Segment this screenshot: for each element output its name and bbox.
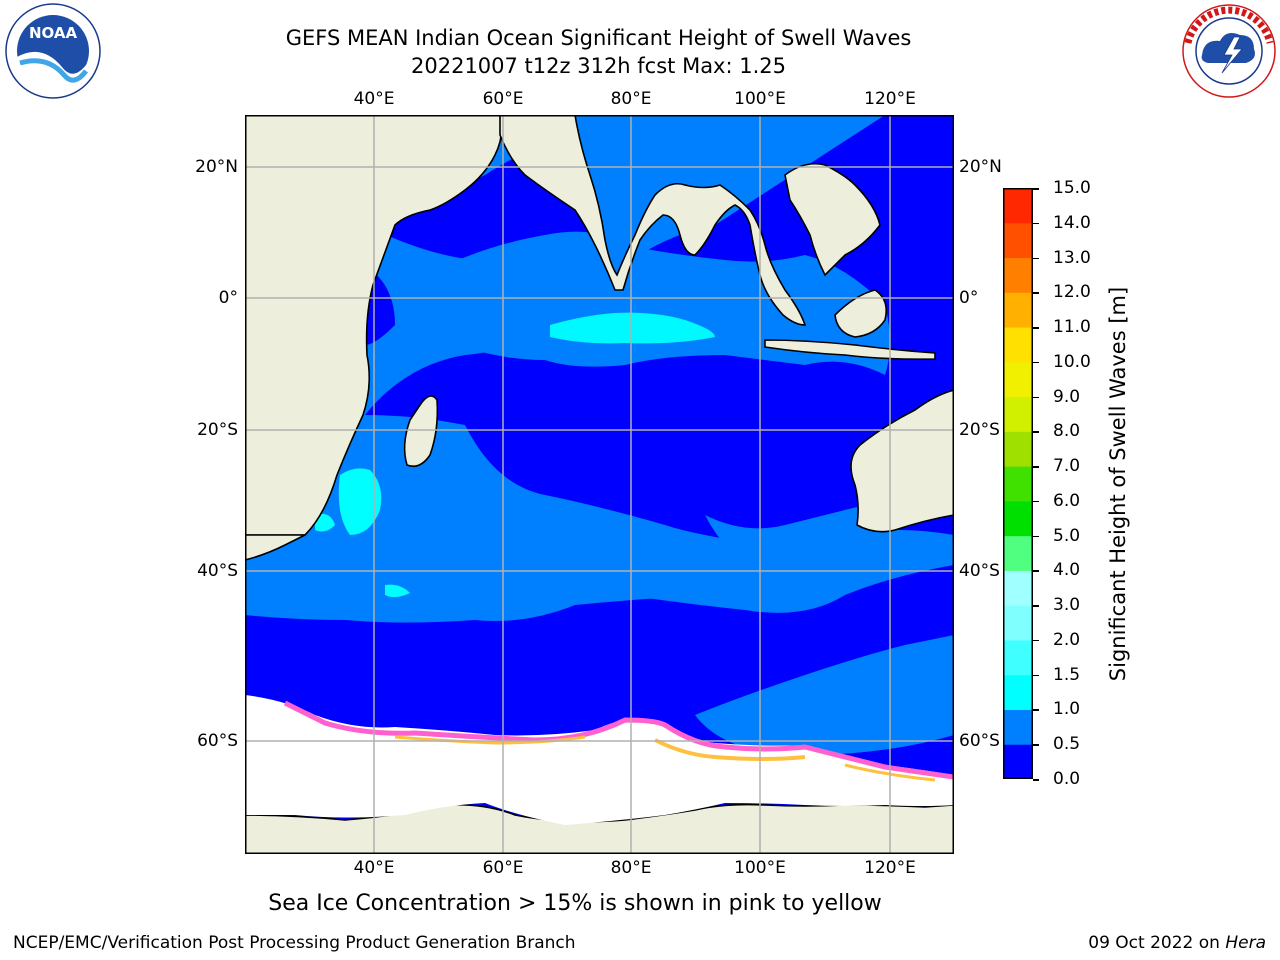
nws-logo [1182,4,1276,98]
lat-tick-left-20N: 20°N [195,157,238,177]
colorbar-segment [1003,605,1033,641]
colorbar-segment [1003,257,1033,293]
map-frame [245,115,954,854]
colorbar-tick-label: 2.0 [1053,629,1081,650]
colorbar-tick-label: 0.5 [1053,734,1081,755]
colorbar-segment [1003,709,1033,745]
colorbar-tick-label: 1.0 [1053,699,1081,720]
date-stamp: 09 Oct 2022 on Hera [1088,933,1266,953]
lat-tick-left-40S: 40°S [197,561,238,581]
lon-tick-bottom-40E: 40°E [353,858,395,878]
colorbar-tick-mark [1033,188,1039,190]
colorbar-tick-mark [1033,570,1039,572]
colorbar-segment [1003,431,1033,467]
colorbar-label: Significant Height of Swell Waves [m] [1106,286,1130,682]
map-subtitle: 20221007 t12z 312h fcst Max: 1.25 [411,54,786,78]
colorbar-tick-mark [1033,396,1039,399]
lat-tick-right-0: 0° [959,288,979,308]
lon-tick-top-40E: 40°E [353,89,395,109]
lat-tick-right-40S: 40°S [959,561,1000,581]
lon-tick-bottom-120E: 120°E [864,858,916,878]
lat-tick-left-20S: 20°S [197,420,238,440]
colorbar-tick-mark [1033,744,1039,746]
noaa-logo-text: NOAA [29,24,78,42]
colorbar-tick-label: 0.0 [1053,769,1081,789]
lon-tick-bottom-80E: 80°E [610,858,652,878]
colorbar-tick-mark [1033,327,1039,329]
colorbar-tick-label: 13.0 [1053,247,1091,268]
colorbar-tick-mark [1033,500,1039,503]
lat-tick-right-20S: 20°S [959,420,1000,440]
colorbar-segment [1003,639,1033,676]
credit-text: NCEP/EMC/Verification Post Processing Pr… [13,933,576,953]
lat-tick-right-20N: 20°N [959,157,1002,177]
colorbar-tick-mark [1033,431,1039,433]
lon-tick-top-120E: 120°E [864,89,916,109]
sea-ice-zone [245,695,954,825]
colorbar-tick-label: 4.0 [1053,560,1081,581]
colorbar-tick-mark [1033,257,1039,260]
colorbar-tick-mark [1033,639,1039,642]
host-name: Hera [1225,933,1266,953]
colorbar-segment [1003,674,1033,710]
lat-tick-left-60S: 60°S [197,731,238,751]
colorbar-segment [1003,535,1033,571]
colorbar-tick-label: 15.0 [1053,178,1091,198]
map-panel [245,115,954,854]
colorbar-tick-label: 7.0 [1053,456,1081,477]
lon-tick-bottom-100E: 100°E [734,858,786,878]
lon-tick-bottom-60E: 60°E [482,858,524,878]
colorbar-tick-label: 9.0 [1053,386,1081,407]
colorbar-tick-mark [1033,674,1039,677]
colorbar-segment [1003,744,1033,779]
colorbar-segment [1003,222,1033,259]
colorbar-tick-label: 10.0 [1053,351,1091,372]
colorbar [1003,188,1033,779]
date-text: 09 Oct 2022 on [1088,933,1220,953]
colorbar-tick-label: 14.0 [1053,212,1091,233]
sea-ice-footnote: Sea Ice Concentration > 15% is shown in … [268,891,882,916]
colorbar-tick-mark [1033,535,1039,538]
colorbar-tick-mark [1033,292,1039,294]
map-title: GEFS MEAN Indian Ocean Significant Heigh… [285,26,912,50]
colorbar-tick-mark [1033,709,1039,711]
lat-tick-right-60S: 60°S [959,731,1000,751]
colorbar-segment [1003,500,1033,537]
colorbar-tick-mark [1033,466,1039,468]
colorbar-tick-label: 12.0 [1053,282,1091,303]
graticule [245,115,954,854]
colorbar-segment [1003,396,1033,432]
colorbar-frame [1003,188,1033,779]
colorbar-segment [1003,570,1033,606]
colorbar-tick-label: 6.0 [1053,490,1081,511]
colorbar-tick-mark [1033,222,1039,225]
colorbar-tick-label: 3.0 [1053,595,1081,616]
lon-tick-top-60E: 60°E [482,89,524,109]
colorbar-segment [1003,361,1033,398]
colorbar-tick-mark [1033,779,1039,781]
colorbar-segment [1003,292,1033,328]
lon-tick-top-100E: 100°E [734,89,786,109]
colorbar-tick-mark [1033,361,1039,364]
colorbar-tick-label: 8.0 [1053,421,1081,442]
colorbar-segment [1003,188,1033,224]
colorbar-tick-mark [1033,605,1039,607]
noaa-logo: NOAA [5,3,101,99]
colorbar-tick-label: 5.0 [1053,525,1081,546]
swell-band-1-1.5 [315,312,715,598]
colorbar-tick-label: 1.5 [1053,664,1081,685]
lon-tick-top-80E: 80°E [610,89,652,109]
colorbar-tick-label: 11.0 [1053,317,1091,338]
colorbar-segment [1003,327,1033,363]
colorbar-segment [1003,466,1033,502]
lat-tick-left-0: 0° [218,288,238,308]
